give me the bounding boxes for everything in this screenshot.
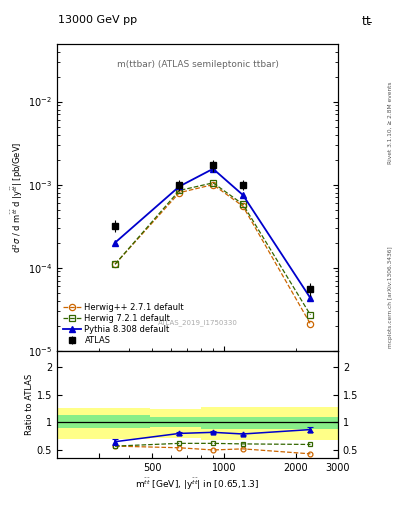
Herwig 7.2.1 default: [308, 312, 313, 318]
Pythia 8.308 default: [308, 295, 313, 301]
Pythia 8.308 default: [211, 166, 215, 172]
Text: tt$\bar{}$: tt$\bar{}$: [361, 15, 373, 28]
Bar: [150, 417, 201, 427]
Herwig++ 2.7.1 default: [177, 189, 182, 196]
Bar: [201, 407, 279, 440]
Bar: [57, 408, 150, 439]
Bar: [279, 417, 338, 429]
Pythia 8.308 default: [177, 183, 182, 189]
Text: 13000 GeV pp: 13000 GeV pp: [58, 15, 137, 26]
Bar: [201, 417, 279, 429]
Legend: Herwig++ 2.7.1 default, Herwig 7.2.1 default, Pythia 8.308 default, ATLAS: Herwig++ 2.7.1 default, Herwig 7.2.1 def…: [61, 301, 186, 347]
Line: Pythia 8.308 default: Pythia 8.308 default: [112, 166, 314, 301]
X-axis label: m$^{\bar{t}\bar{t}}$ [GeV], |y$^{\bar{t}\bar{t}}$| in [0.65,1.3]: m$^{\bar{t}\bar{t}}$ [GeV], |y$^{\bar{t}…: [135, 476, 260, 492]
Herwig++ 2.7.1 default: [113, 261, 118, 267]
Herwig 7.2.1 default: [113, 261, 118, 267]
Text: ATLAS_2019_I1750330: ATLAS_2019_I1750330: [158, 319, 237, 327]
Herwig++ 2.7.1 default: [211, 182, 215, 188]
Herwig++ 2.7.1 default: [308, 321, 313, 327]
Herwig++ 2.7.1 default: [241, 203, 245, 209]
Bar: [57, 415, 150, 428]
Text: m(ttbar) (ATLAS semileptonic ttbar): m(ttbar) (ATLAS semileptonic ttbar): [117, 60, 278, 70]
Herwig 7.2.1 default: [241, 201, 245, 207]
Y-axis label: d$^2\sigma$ / d m$^{\bar{t}\bar{t}}$ d |y$^{\bar{t}\bar{t}}$| [pb/GeV]: d$^2\sigma$ / d m$^{\bar{t}\bar{t}}$ d |…: [9, 141, 25, 253]
Pythia 8.308 default: [113, 240, 118, 246]
Text: mcplots.cern.ch [arXiv:1306.3436]: mcplots.cern.ch [arXiv:1306.3436]: [388, 246, 393, 348]
Herwig 7.2.1 default: [211, 180, 215, 186]
Text: Rivet 3.1.10, ≥ 2.8M events: Rivet 3.1.10, ≥ 2.8M events: [388, 81, 393, 164]
Herwig 7.2.1 default: [177, 187, 182, 194]
Line: Herwig++ 2.7.1 default: Herwig++ 2.7.1 default: [112, 181, 314, 327]
Pythia 8.308 default: [241, 192, 245, 198]
Y-axis label: Ratio to ATLAS: Ratio to ATLAS: [25, 374, 34, 435]
Bar: [279, 407, 338, 440]
Line: Herwig 7.2.1 default: Herwig 7.2.1 default: [112, 180, 314, 318]
Bar: [150, 409, 201, 438]
